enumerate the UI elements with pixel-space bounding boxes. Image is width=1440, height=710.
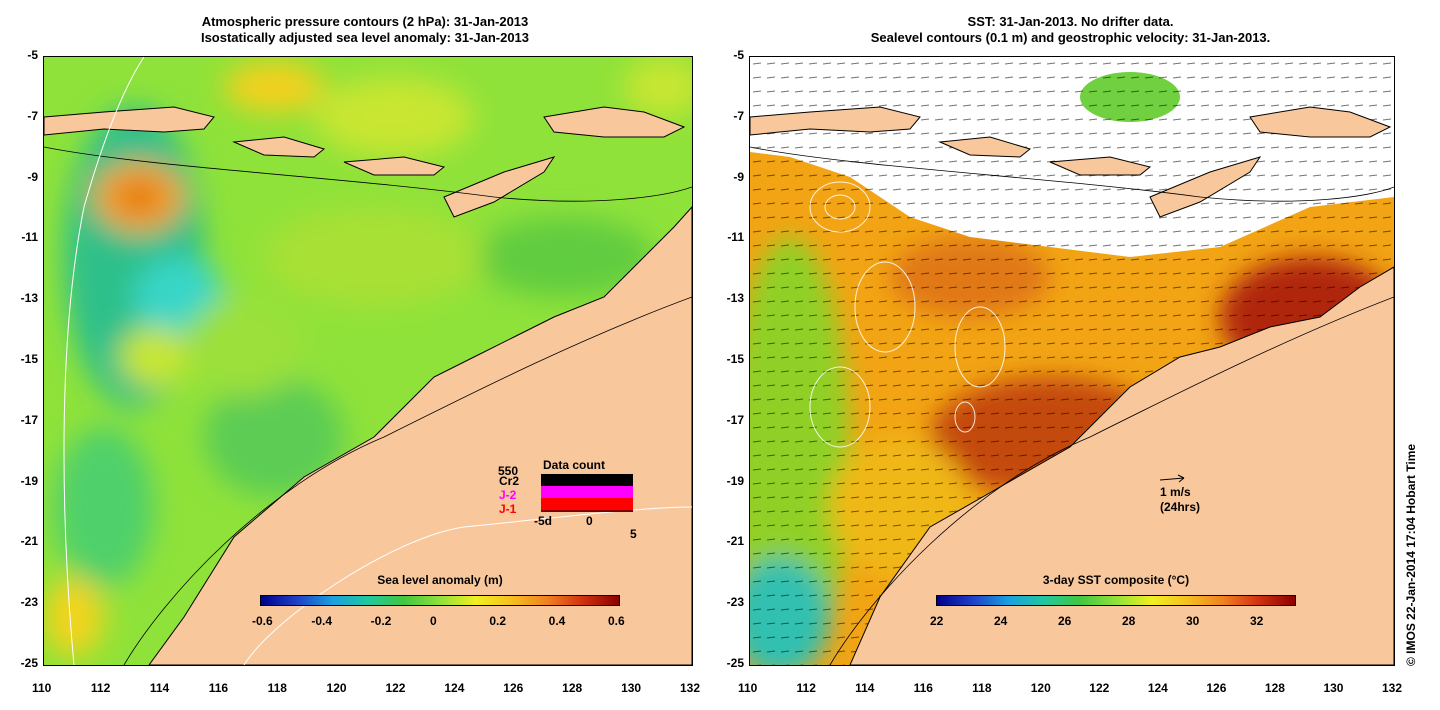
colorbar-tick-label: 0 xyxy=(430,614,437,628)
imos-credit: © IMOS 22-Jan-2014 17:04 Hobart Time xyxy=(1404,443,1418,666)
right-colorbar xyxy=(936,595,1296,606)
lon-tick-label: 110 xyxy=(738,681,758,695)
lat-tick-label: -19 xyxy=(726,473,744,488)
lon-tick-label: 128 xyxy=(562,681,583,695)
velocity-scale-arrow xyxy=(1160,474,1185,483)
colorbar-tick-label: 28 xyxy=(1122,614,1136,628)
lat-tick-label: -9 xyxy=(27,169,38,184)
sea-level-anomaly-map xyxy=(43,56,693,666)
lon-tick-label: 126 xyxy=(503,681,524,695)
colorbar-tick-label: 32 xyxy=(1250,614,1264,628)
lon-tick-label: 116 xyxy=(913,681,933,695)
lat-tick-label: -23 xyxy=(20,595,38,610)
lat-tick-label: -5 xyxy=(733,48,744,62)
left-title-line1: Atmospheric pressure contours (2 hPa): 3… xyxy=(201,14,529,29)
colorbar-tick-label: 30 xyxy=(1186,614,1200,628)
lat-tick-label: -11 xyxy=(21,230,38,245)
lon-tick-label: 126 xyxy=(1206,681,1227,695)
lat-tick-label: -9 xyxy=(733,169,744,184)
right-colorbar-title: 3-day SST composite (°C) xyxy=(1042,573,1190,587)
velocity-scale-label: 1 m/s xyxy=(1160,485,1191,499)
lat-tick-label: -15 xyxy=(20,352,38,366)
data-count-histogram xyxy=(541,474,633,512)
lat-tick-label: -17 xyxy=(20,412,38,427)
colorbar-tick-label: 0.6 xyxy=(608,614,625,628)
lon-tick-label: 130 xyxy=(1323,681,1344,695)
colorbar-tick-label: 24 xyxy=(994,614,1008,628)
lat-tick-label: -21 xyxy=(726,534,744,549)
lon-tick-label: 114 xyxy=(855,681,875,695)
lon-tick-label: 124 xyxy=(1147,681,1168,695)
sst-map xyxy=(749,56,1395,666)
lat-tick-label: -11 xyxy=(727,230,744,245)
lat-tick-label: -19 xyxy=(20,473,38,488)
colorbar-tick-label: -0.6 xyxy=(252,614,273,628)
lon-tick-label: 130 xyxy=(621,681,642,695)
left-title-line2: Isostatically adjusted sea level anomaly… xyxy=(200,30,530,45)
data-count-title: Data count xyxy=(543,458,606,472)
lon-tick-label: 110 xyxy=(32,681,52,695)
lat-tick-label: -13 xyxy=(726,291,744,306)
lat-tick-label: -17 xyxy=(726,412,744,427)
lat-tick-label: -25 xyxy=(20,656,38,670)
lon-tick-label: 120 xyxy=(1030,681,1051,695)
data-count-axis-min: -5d xyxy=(534,514,552,528)
colorbar-tick-label: 26 xyxy=(1058,614,1072,628)
lon-tick-label: 118 xyxy=(972,681,992,695)
sat-label-j2: J-2 xyxy=(499,488,517,502)
velocity-scale-sub: (24hrs) xyxy=(1160,500,1201,514)
lat-tick-label: -7 xyxy=(733,108,744,123)
lon-tick-label: 122 xyxy=(1089,681,1110,695)
lon-tick-label: 122 xyxy=(385,681,406,695)
sat-label-cr2: Cr2 xyxy=(499,474,520,488)
lat-tick-label: -21 xyxy=(20,534,38,549)
right-title-line2: Sealevel contours (0.1 m) and geostrophi… xyxy=(870,30,1271,45)
lon-tick-label: 114 xyxy=(149,681,170,695)
lon-tick-label: 128 xyxy=(1264,681,1285,695)
colorbar-tick-label: -0.2 xyxy=(370,614,392,628)
data-count-max: 550 xyxy=(498,464,519,478)
lon-tick-label: 112 xyxy=(90,681,111,695)
lon-tick-label: 124 xyxy=(444,681,465,695)
lat-tick-label: -5 xyxy=(27,48,38,62)
lat-tick-label: -7 xyxy=(27,108,38,123)
lat-tick-label: -25 xyxy=(726,656,744,670)
colorbar-tick-label: 22 xyxy=(930,614,944,628)
lon-tick-label: 132 xyxy=(1382,681,1403,695)
lon-tick-label: 112 xyxy=(796,681,816,695)
sat-label-j1: J-1 xyxy=(499,502,517,516)
colorbar-tick-label: 0.2 xyxy=(489,614,507,628)
data-count-axis-zero: 0 xyxy=(586,514,593,528)
lon-tick-label: 120 xyxy=(326,681,347,695)
lon-tick-label: 116 xyxy=(208,681,229,695)
left-colorbar-title: Sea level anomaly (m) xyxy=(377,573,503,587)
lat-tick-label: -13 xyxy=(20,291,38,306)
right-title-line1: SST: 31-Jan-2013. No drifter data. xyxy=(967,14,1174,29)
colorbar-tick-label: 0.4 xyxy=(548,614,566,628)
lat-tick-label: -15 xyxy=(726,352,744,366)
lon-tick-label: 132 xyxy=(680,681,701,695)
data-count-axis-max: 5 xyxy=(630,527,637,541)
colorbar-tick-label: -0.4 xyxy=(311,614,333,628)
lat-tick-label: -23 xyxy=(726,595,744,610)
left-colorbar xyxy=(260,595,620,606)
lon-tick-label: 118 xyxy=(267,681,287,695)
